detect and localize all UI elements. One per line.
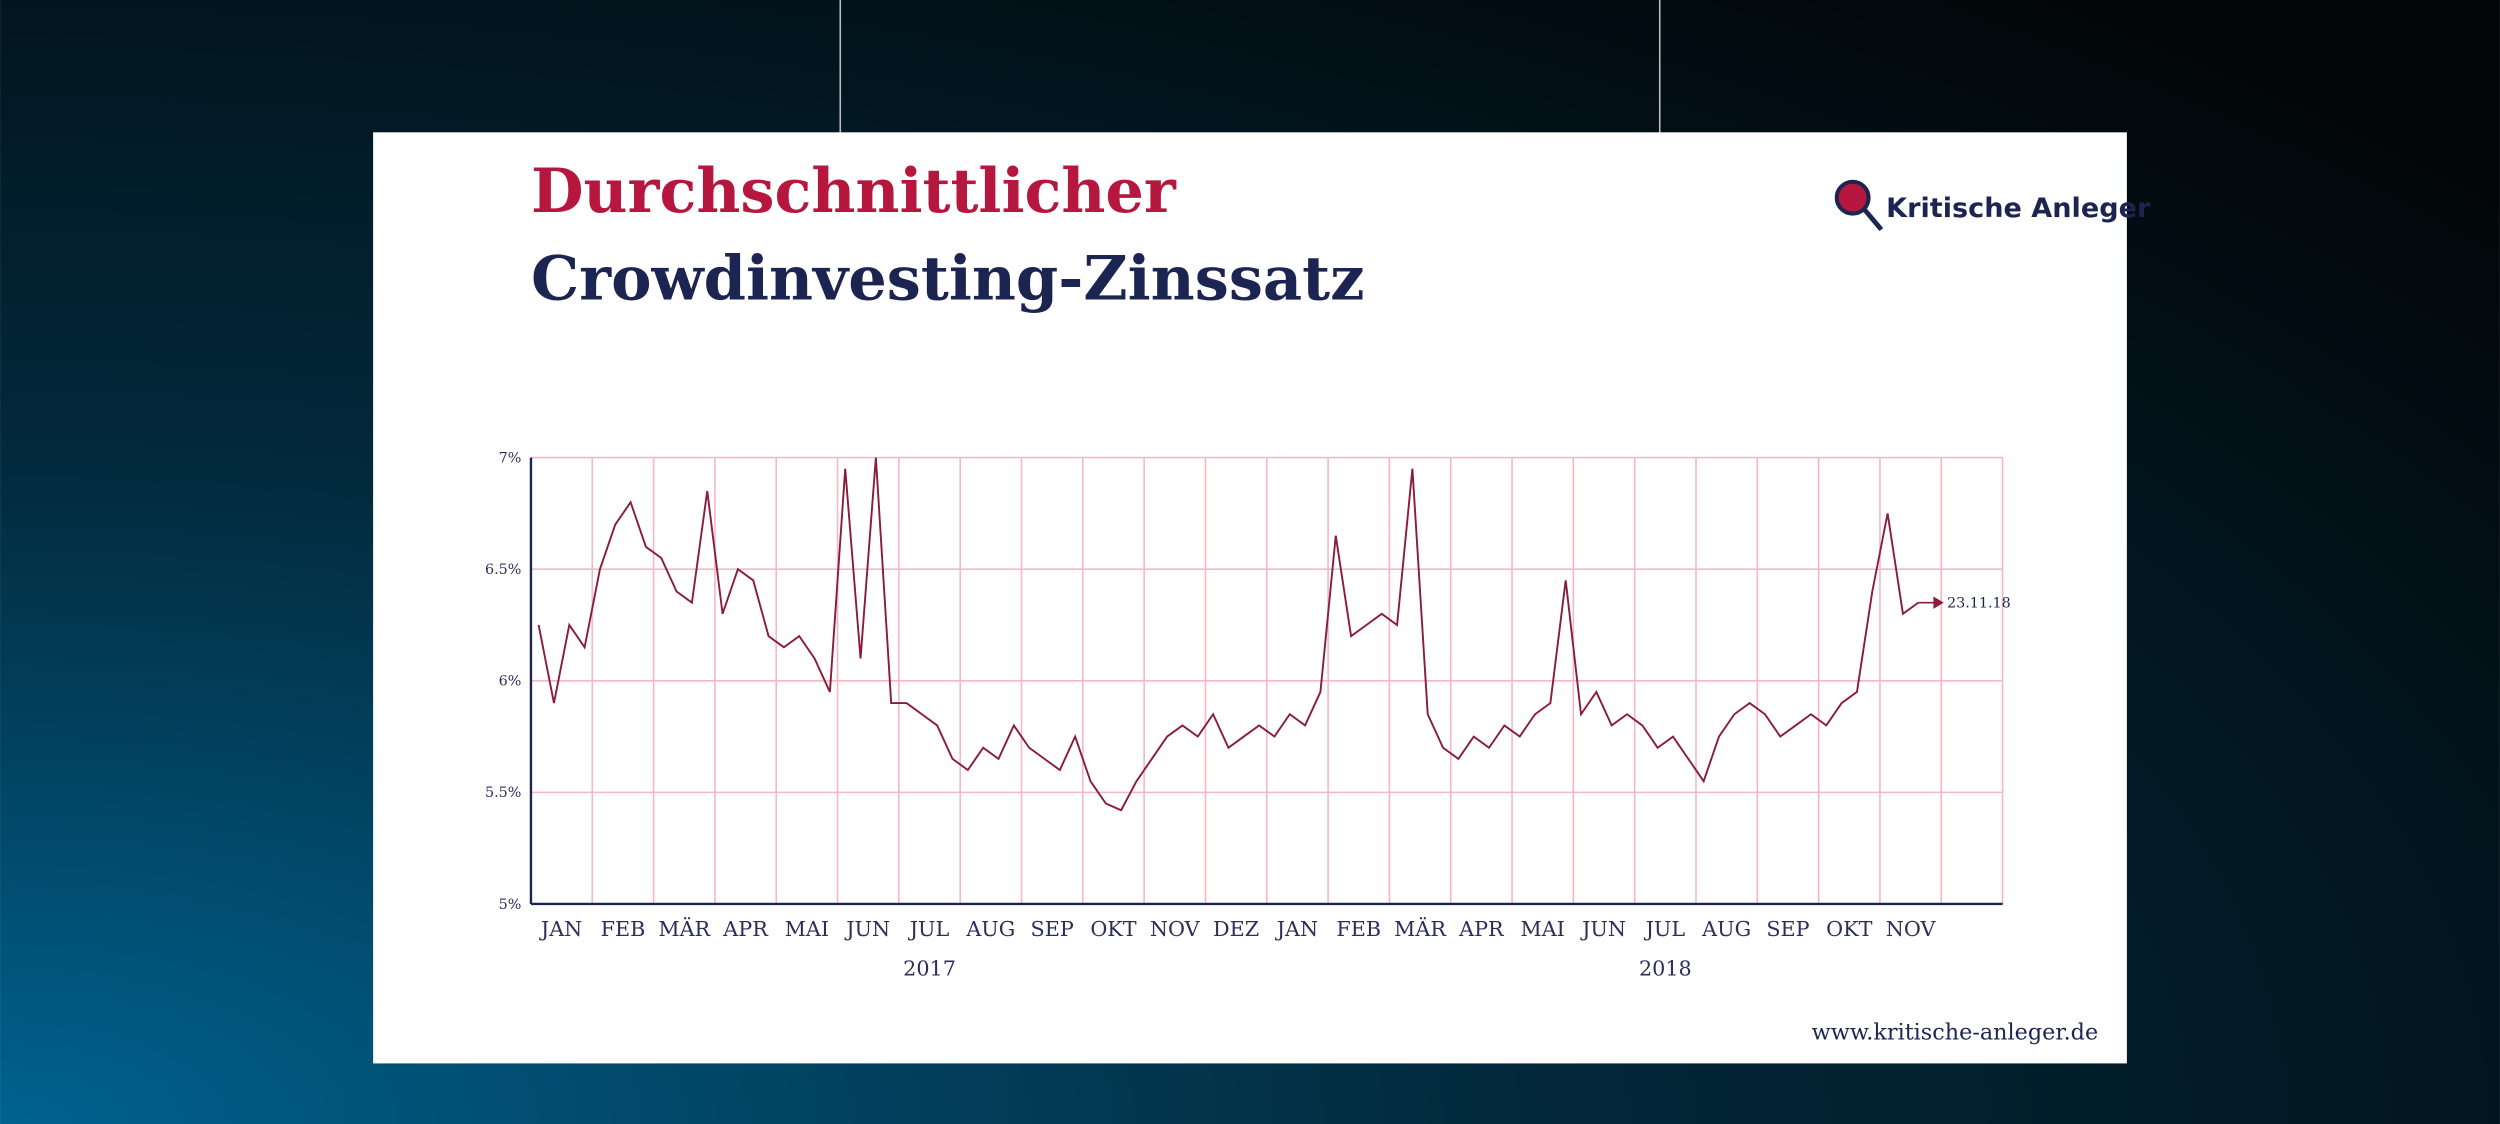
y-tick-label: 7% bbox=[499, 450, 522, 466]
x-tick-label: MAI bbox=[785, 917, 829, 941]
annotation: 23.11.18 bbox=[1947, 595, 2011, 611]
x-tick-label: JUL bbox=[1644, 917, 1686, 941]
brand: Kritische Anleger bbox=[1886, 193, 2151, 224]
year-label: 2017 bbox=[903, 957, 956, 981]
x-tick-label: OKT bbox=[1826, 917, 1872, 941]
x-tick-label: SEP bbox=[1031, 917, 1074, 941]
x-tick-label: FEB bbox=[1336, 917, 1381, 941]
x-tick-label: APR bbox=[722, 917, 769, 941]
footer-url: www.kritische-anleger.de bbox=[1812, 1020, 2099, 1046]
x-tick-label: MÄR bbox=[658, 917, 711, 941]
x-tick-label: JUL bbox=[908, 917, 950, 941]
x-tick-label: MÄR bbox=[1394, 917, 1447, 941]
logo-icon bbox=[1834, 179, 1871, 216]
x-tick-label: AUG bbox=[965, 917, 1015, 941]
chart-title: Durchschnittlicher bbox=[531, 156, 1177, 227]
y-tick-label: 5.5% bbox=[485, 785, 521, 801]
area-fill bbox=[538, 457, 1919, 904]
year-label: 2018 bbox=[1639, 957, 1692, 981]
x-tick-label: DEZ bbox=[1213, 917, 1259, 941]
x-tick-label: NOV bbox=[1886, 917, 1937, 941]
y-tick-label: 6.5% bbox=[485, 562, 521, 578]
x-tick-label: SEP bbox=[1766, 917, 1809, 941]
y-tick-label: 5% bbox=[499, 897, 522, 913]
x-tick-label: JUN bbox=[1580, 917, 1626, 941]
area-dots bbox=[538, 457, 1919, 904]
y-tick-label: 6% bbox=[499, 674, 522, 690]
x-tick-label: OKT bbox=[1090, 917, 1136, 941]
x-tick-label: FEB bbox=[601, 917, 646, 941]
x-tick-label: MAI bbox=[1521, 917, 1565, 941]
x-tick-label: APR bbox=[1458, 917, 1505, 941]
logo-handle bbox=[1861, 207, 1884, 232]
chart-subtitle: Crowdinvesting-Zinssatz bbox=[531, 244, 1365, 315]
line bbox=[537, 457, 1919, 812]
x-tick-label: AUG bbox=[1701, 917, 1751, 941]
x-tick-label: JAN bbox=[1275, 917, 1318, 941]
x-tick-label: JUN bbox=[844, 917, 890, 941]
logo: Kritische Anleger bbox=[1834, 179, 2151, 232]
x-tick-label: JAN bbox=[539, 917, 582, 941]
x-tick-label: NOV bbox=[1150, 917, 1201, 941]
end-arrow bbox=[1918, 596, 1944, 609]
